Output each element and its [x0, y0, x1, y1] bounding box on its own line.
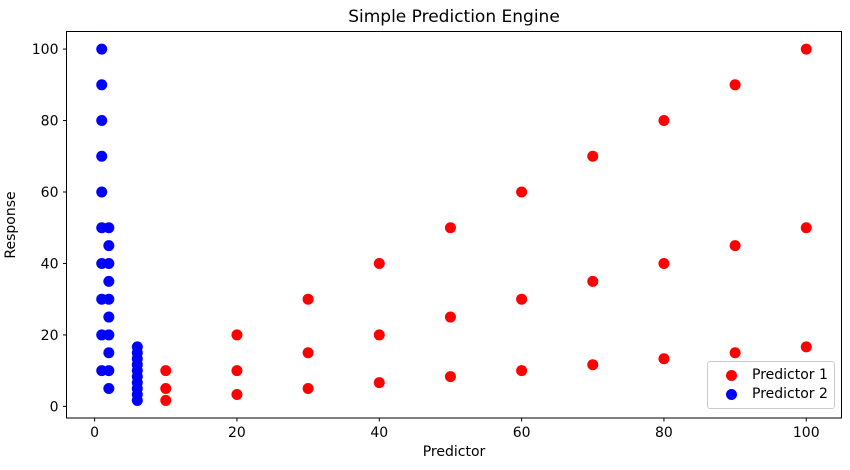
data-point-predictor-2 [103, 311, 115, 323]
data-point-predictor-1 [302, 293, 314, 305]
data-point-predictor-1 [231, 329, 243, 341]
data-point-predictor-1 [373, 329, 385, 341]
legend-label-predictor-2: Predictor 2 [752, 386, 828, 402]
chart-title: Simple Prediction Engine [348, 7, 560, 27]
data-point-predictor-2 [96, 186, 108, 198]
plot-area-spines [66, 31, 842, 419]
red-dot-marker-icon [726, 370, 737, 381]
data-point-predictor-1 [231, 388, 243, 400]
y-tick-label: 0 [50, 399, 59, 415]
legend-item-predictor-2: Predictor 2 [718, 385, 828, 404]
legend-label-predictor-1: Predictor 1 [752, 367, 828, 383]
legend-item-predictor-1: Predictor 1 [718, 366, 828, 385]
data-point-predictor-2 [103, 293, 115, 305]
y-tick-label: 100 [32, 42, 59, 58]
data-point-predictor-1 [302, 383, 314, 395]
data-point-predictor-1 [444, 371, 456, 383]
data-point-predictor-2 [96, 150, 108, 162]
y-tick-label: 40 [41, 256, 59, 272]
x-tick-label: 0 [90, 425, 99, 441]
data-point-predictor-1 [373, 377, 385, 389]
x-tick-label: 40 [370, 425, 388, 441]
data-point-predictor-1 [800, 341, 812, 353]
data-point-predictor-1 [729, 79, 741, 91]
data-point-predictor-2 [103, 347, 115, 359]
legend: Predictor 1 Predictor 2 [707, 361, 835, 409]
blue-dot-marker-icon [726, 389, 737, 400]
data-point-predictor-2 [103, 329, 115, 341]
data-point-predictor-1 [444, 311, 456, 323]
data-point-predictor-2 [103, 275, 115, 287]
data-point-predictor-1 [516, 365, 528, 377]
x-axis-label: Predictor [422, 444, 486, 460]
data-point-predictor-2 [131, 341, 143, 353]
data-point-predictor-2 [103, 222, 115, 234]
data-point-predictor-1 [373, 257, 385, 269]
y-tick-label: 60 [41, 185, 59, 201]
data-point-predictor-1 [160, 383, 172, 395]
data-point-predictor-2 [103, 383, 115, 395]
data-point-predictor-1 [516, 186, 528, 198]
data-point-predictor-1 [800, 43, 812, 55]
data-point-predictor-1 [587, 359, 599, 371]
y-axis-label: Response [3, 191, 19, 259]
x-tick-label: 20 [228, 425, 246, 441]
y-tick-label: 20 [41, 328, 59, 344]
data-point-predictor-1 [800, 222, 812, 234]
data-point-predictor-2 [103, 257, 115, 269]
data-point-predictor-1 [658, 115, 670, 127]
data-point-predictor-1 [231, 365, 243, 377]
x-tick-label: 100 [793, 425, 820, 441]
data-point-predictor-2 [96, 43, 108, 55]
data-point-predictor-1 [516, 293, 528, 305]
y-tick-label: 80 [41, 114, 59, 130]
data-point-predictor-1 [160, 394, 172, 406]
data-point-predictor-2 [103, 365, 115, 377]
data-point-predictor-2 [96, 79, 108, 91]
data-point-predictor-1 [160, 365, 172, 377]
data-point-predictor-1 [587, 150, 599, 162]
data-point-predictor-2 [103, 240, 115, 252]
data-point-predictor-1 [658, 353, 670, 365]
data-point-predictor-1 [729, 347, 741, 359]
data-point-predictor-1 [302, 347, 314, 359]
data-point-predictor-1 [658, 257, 670, 269]
x-tick-label: 80 [655, 425, 673, 441]
data-point-predictor-2 [96, 115, 108, 127]
data-point-predictor-1 [587, 275, 599, 287]
data-point-predictor-1 [444, 222, 456, 234]
data-point-predictor-1 [729, 240, 741, 252]
x-tick-label: 60 [513, 425, 531, 441]
